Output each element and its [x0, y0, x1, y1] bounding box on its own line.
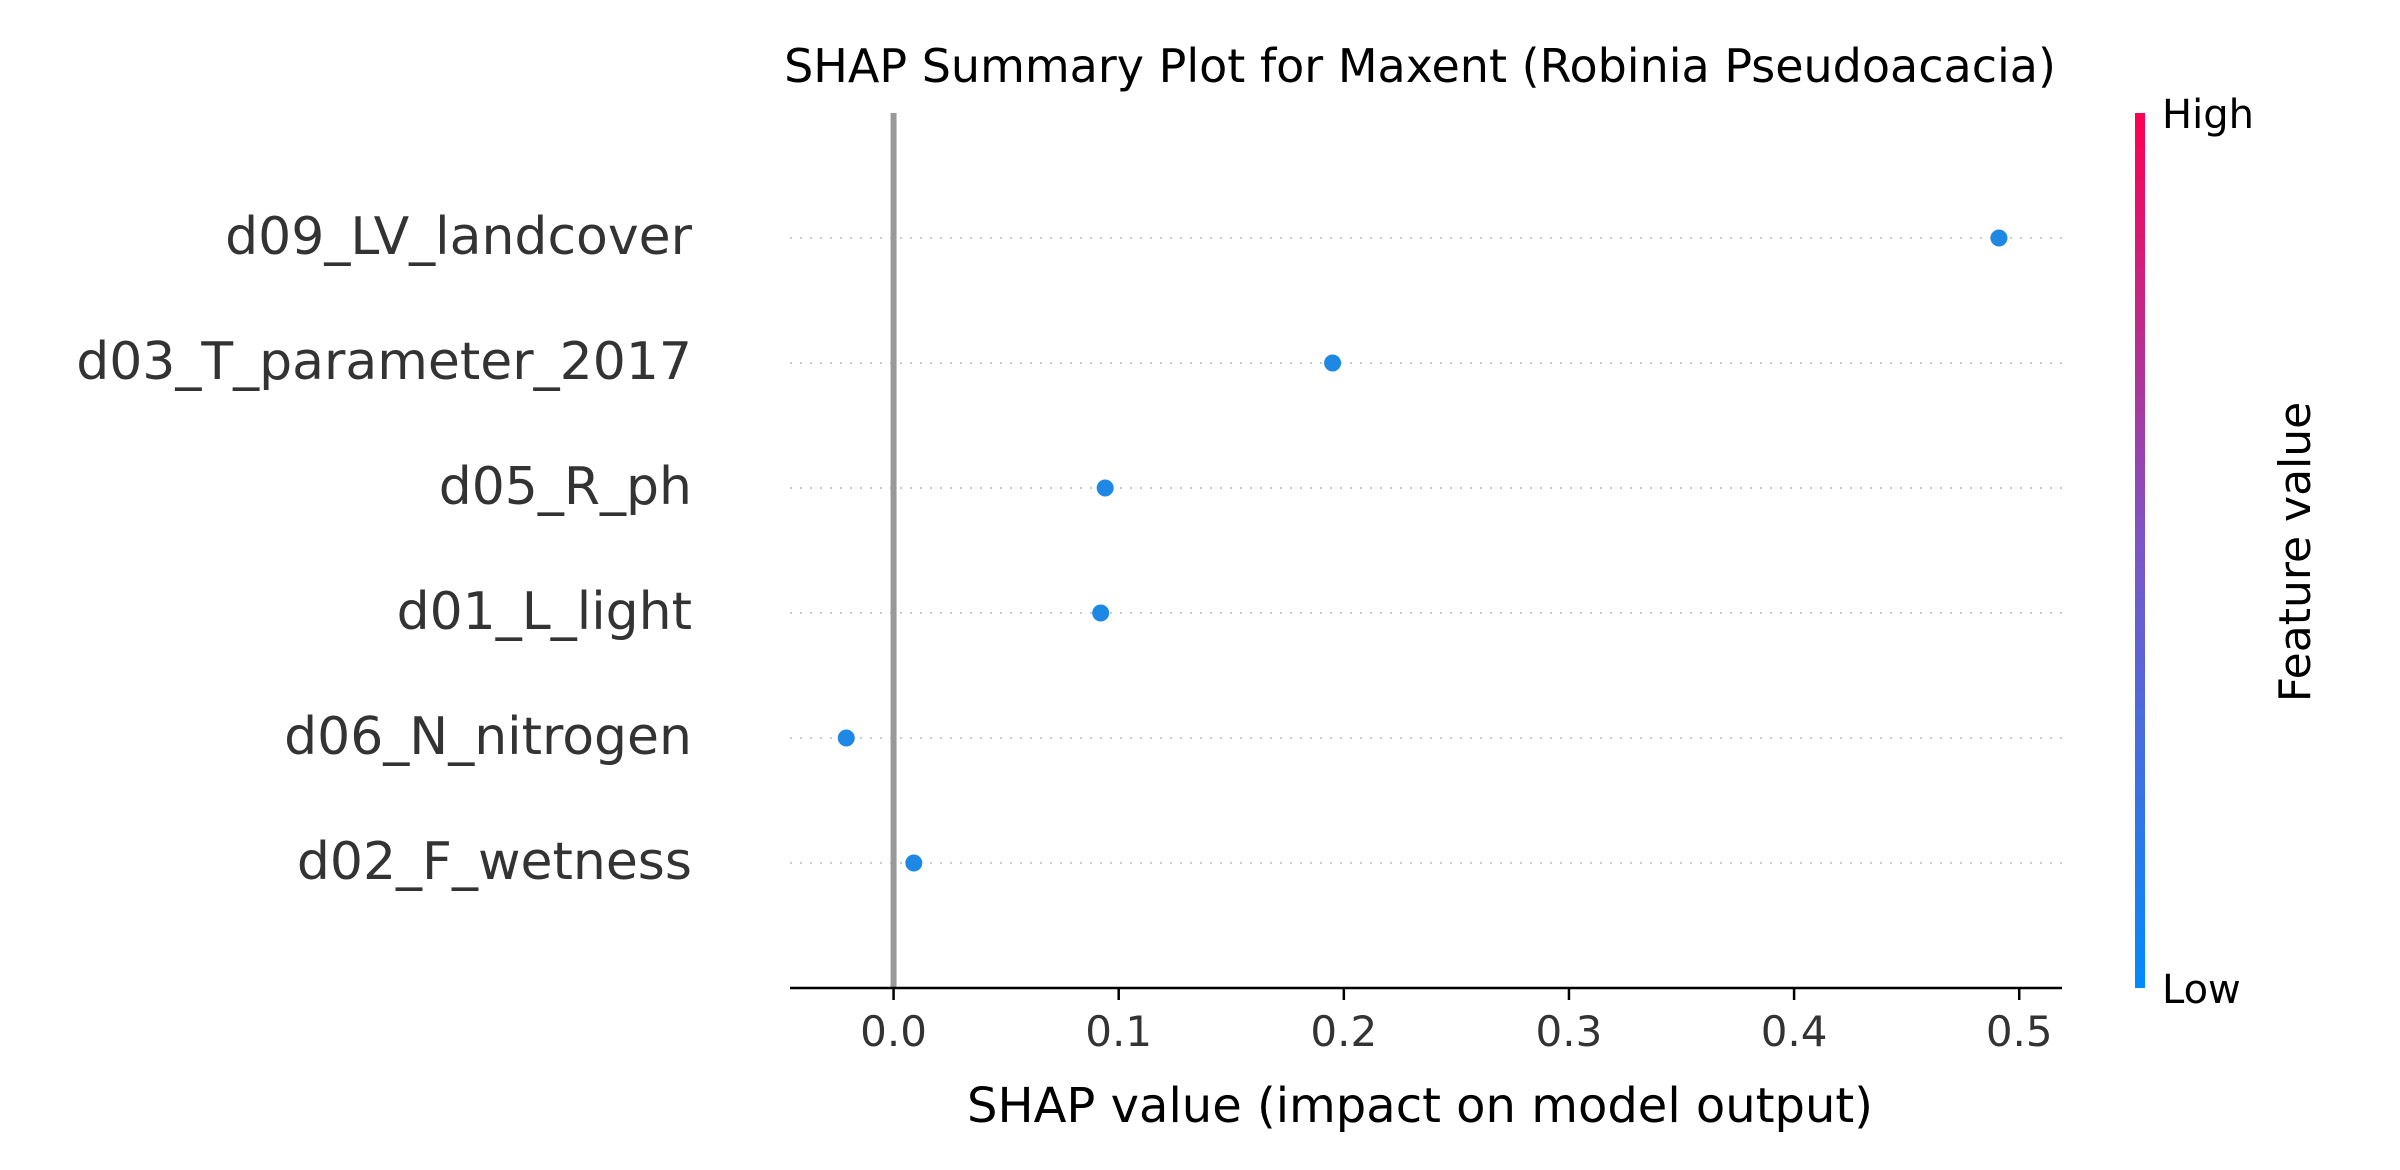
x-tick-label: 0.5	[1986, 1007, 2053, 1056]
chart-title: SHAP Summary Plot for Maxent (Robinia Ps…	[784, 39, 2056, 93]
x-tick-label: 0.0	[860, 1007, 927, 1056]
feature-label: d01_L_light	[397, 582, 692, 642]
feature-label: d06_N_nitrogen	[284, 707, 692, 767]
shap-point	[1990, 229, 2008, 247]
x-tick-label: 0.4	[1761, 1007, 1828, 1056]
feature-label: d05_R_ph	[439, 457, 692, 517]
colorbar-high-label: High	[2162, 92, 2254, 138]
shap-point	[905, 854, 923, 872]
shap-point	[1092, 604, 1110, 622]
x-axis-label: SHAP value (impact on model output)	[967, 1078, 1873, 1134]
feature-label: d02_F_wetness	[297, 832, 692, 892]
x-tick-label: 0.1	[1085, 1007, 1152, 1056]
feature-label: d09_LV_landcover	[225, 207, 692, 267]
colorbar-title: Feature value	[2270, 402, 2321, 702]
colorbar	[2135, 113, 2145, 988]
x-tick-label: 0.2	[1310, 1007, 1377, 1056]
shap-point	[1096, 479, 1114, 497]
shap-point	[1324, 354, 1342, 372]
feature-label: d03_T_parameter_2017	[76, 332, 692, 392]
shap-points	[837, 229, 2008, 872]
colorbar-low-label: Low	[2162, 967, 2241, 1013]
x-tick-label: 0.3	[1536, 1007, 1603, 1056]
shap-point	[837, 729, 855, 747]
feature-grid-lines	[790, 237, 2062, 864]
feature-labels: d09_LV_landcover d03_T_parameter_2017 d05_…	[76, 207, 692, 892]
x-axis-ticks: 0.0 0.1 0.2 0.3 0.4 0.5	[860, 988, 2053, 1056]
